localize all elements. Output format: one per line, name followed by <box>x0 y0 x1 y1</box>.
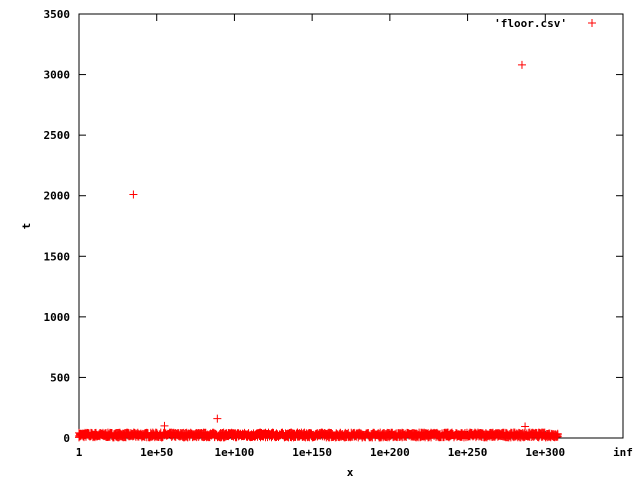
legend: 'floor.csv' <box>494 17 596 30</box>
outlier-points <box>129 60 530 431</box>
legend-marker-symbol <box>588 19 596 27</box>
x-tick-label: 1e+150 <box>292 446 332 459</box>
outlier-point <box>129 190 138 199</box>
x-tick-label: 1 <box>76 446 83 459</box>
outlier-point <box>160 421 169 430</box>
outlier-point <box>517 60 526 69</box>
dense-point-band <box>75 428 562 442</box>
x-tick-labels: 1 1e+50 1e+100 1e+150 1e+200 1e+250 1e+300 inf <box>76 446 633 459</box>
outlier-point <box>213 414 222 423</box>
y-tick-label: 1500 <box>44 250 71 263</box>
x-tick-label: 1e+300 <box>525 446 565 459</box>
plot-frame <box>78 13 624 439</box>
outlier-point <box>521 422 530 431</box>
y-tick-label: 1000 <box>44 311 71 324</box>
legend-label: 'floor.csv' <box>494 17 567 30</box>
y-tick-labels: 0 500 1000 1500 2000 2500 3000 3500 <box>44 8 71 445</box>
legend-marker <box>588 19 596 27</box>
y-tick-label: 3500 <box>44 8 71 21</box>
y-tick-label: 2500 <box>44 129 71 142</box>
x-tick-label: 1e+50 <box>140 446 173 459</box>
x-tick-label: 1e+100 <box>215 446 255 459</box>
y-tick-label: 3000 <box>44 69 71 82</box>
x-tick-label: inf <box>613 446 633 459</box>
y-tick-label: 0 <box>63 432 70 445</box>
y-tick-label: 500 <box>50 371 70 384</box>
y-axis-label: t <box>20 223 33 230</box>
x-axis-label: x <box>347 466 354 479</box>
y-tick-label: 2000 <box>44 190 71 203</box>
x-tick-label: 1e+250 <box>448 446 488 459</box>
data-point <box>553 430 562 439</box>
axis-ticks <box>78 13 624 439</box>
x-tick-label: 1e+200 <box>370 446 410 459</box>
